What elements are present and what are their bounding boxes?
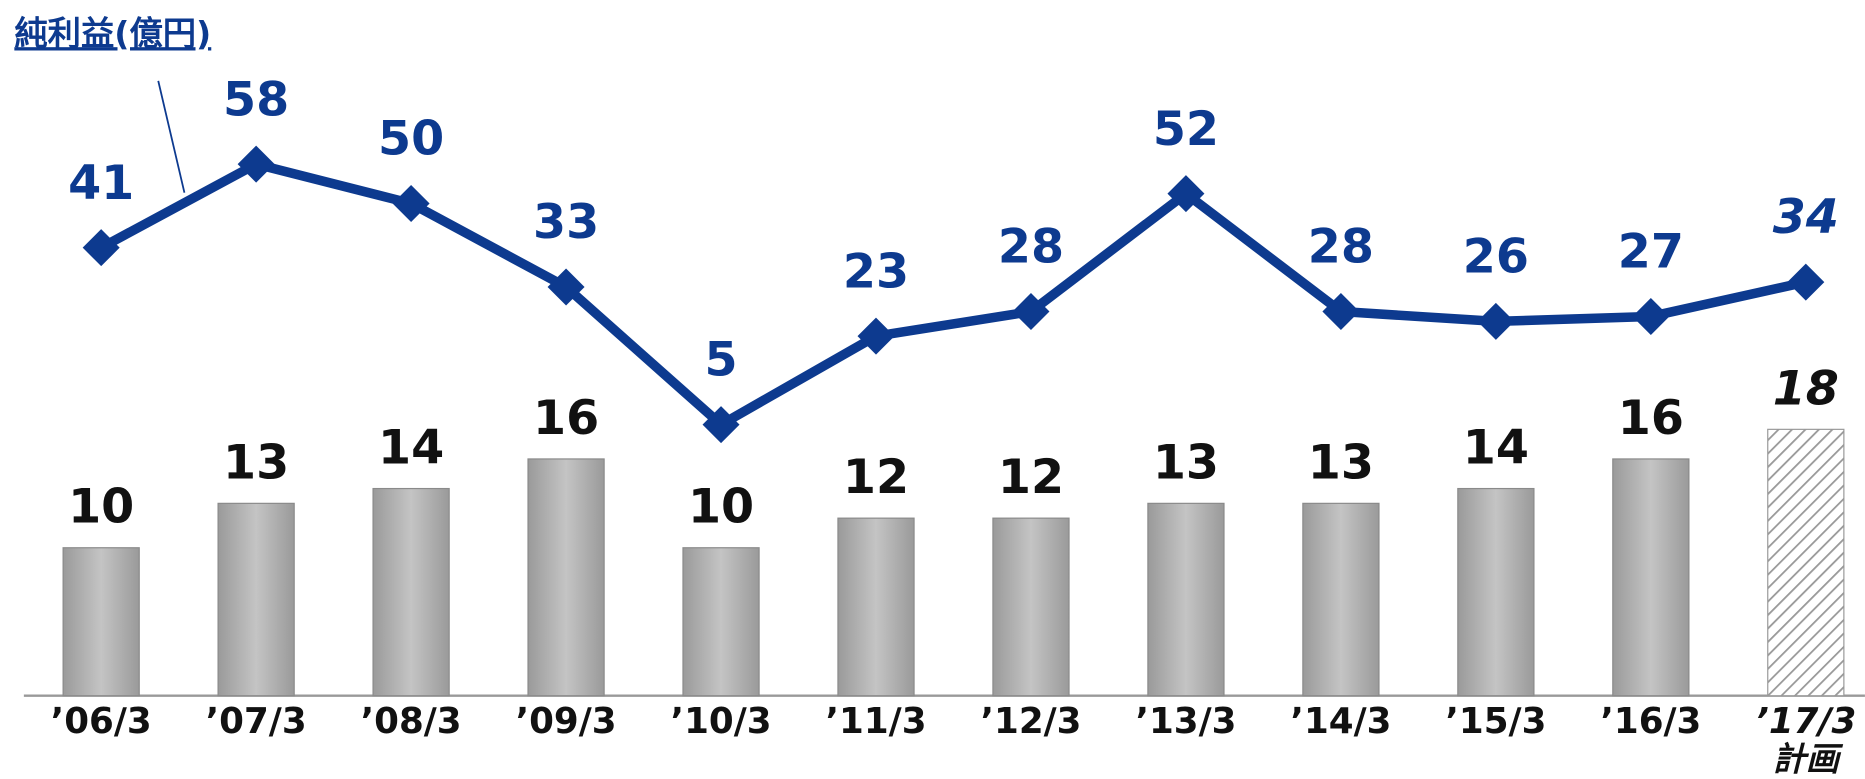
bar-label: 16: [1618, 391, 1684, 446]
line-label: 33: [533, 195, 599, 250]
bar: [992, 517, 1070, 697]
bar-label: 14: [1463, 420, 1529, 475]
bar-label: 13: [223, 435, 289, 490]
plan-label: 計画: [1773, 740, 1844, 779]
line-marker: [1787, 263, 1825, 301]
line-marker: [857, 317, 895, 355]
x-tick-label: ’16/3: [1600, 701, 1701, 742]
line: [98, 159, 1807, 430]
line-label: 27: [1618, 225, 1684, 280]
bar-label: 12: [998, 450, 1064, 505]
line-label: 50: [378, 112, 444, 167]
line-label: 58: [223, 72, 289, 127]
line-marker: [82, 229, 120, 267]
bar: [1612, 458, 1690, 697]
bar-label: 16: [533, 391, 599, 446]
x-tick-label: ’15/3: [1445, 701, 1546, 742]
x-tick-label: ’14/3: [1290, 701, 1391, 742]
bar-label: 10: [688, 480, 754, 535]
bar: [217, 502, 295, 697]
line-label: 52: [1153, 102, 1219, 157]
line-marker: [1632, 297, 1670, 335]
bar-label: 12: [843, 450, 909, 505]
bar-label: 13: [1153, 435, 1219, 490]
bar-label: 10: [68, 480, 134, 535]
bar: [1302, 502, 1380, 697]
bar: [527, 458, 605, 697]
x-tick-label: ’17/3: [1755, 701, 1856, 742]
line-label: 23: [843, 244, 909, 299]
bar-label: 13: [1308, 435, 1374, 490]
line-marker: [1167, 175, 1205, 213]
line-marker: [1477, 302, 1515, 340]
bar: [682, 547, 760, 697]
line-label: 34: [1773, 190, 1839, 245]
x-tick-label: ’12/3: [980, 701, 1081, 742]
x-tick-label: ’09/3: [516, 701, 617, 742]
line-marker: [702, 406, 740, 444]
x-tick-label: ’08/3: [361, 701, 462, 742]
line-label: 41: [68, 156, 134, 211]
series-label: 純利益(億円): [14, 14, 211, 53]
bar-label: 18: [1773, 361, 1839, 416]
x-tick-label: ’06/3: [51, 701, 152, 742]
x-tick-label: ’10/3: [671, 701, 772, 742]
line-marker: [237, 145, 275, 183]
x-tick-label: ’11/3: [826, 701, 927, 742]
bar-label: 14: [378, 420, 444, 475]
line-label: 5: [704, 333, 737, 388]
line-label: 28: [998, 220, 1064, 275]
x-tick-label: ’07/3: [206, 701, 307, 742]
bar: [1767, 428, 1845, 697]
line-label: 28: [1308, 220, 1374, 275]
bar: [1147, 502, 1225, 697]
line-label: 26: [1463, 230, 1529, 285]
leader-line: [157, 80, 186, 193]
bar: [62, 547, 140, 697]
x-tick-label: ’13/3: [1135, 701, 1236, 742]
bar: [837, 517, 915, 697]
bar: [372, 487, 450, 697]
bar: [1457, 487, 1535, 697]
line-marker: [392, 184, 430, 222]
